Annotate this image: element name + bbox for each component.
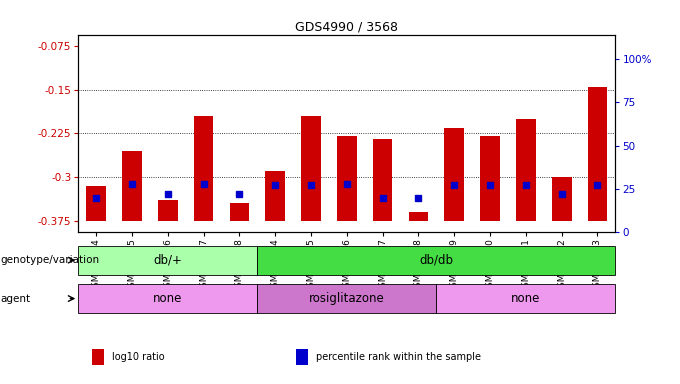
Bar — [257, 284, 437, 313]
Bar — [257, 246, 615, 275]
Bar — [480, 136, 500, 221]
Bar — [86, 186, 106, 221]
Bar — [409, 212, 428, 221]
Bar — [158, 200, 177, 221]
Bar — [373, 139, 392, 221]
Text: log10 ratio: log10 ratio — [112, 352, 165, 362]
Text: agent: agent — [1, 294, 31, 304]
Text: db/db: db/db — [420, 254, 454, 266]
Title: GDS4990 / 3568: GDS4990 / 3568 — [295, 20, 398, 33]
Bar — [445, 127, 464, 221]
Text: none: none — [511, 292, 541, 305]
Bar — [437, 284, 615, 313]
Text: percentile rank within the sample: percentile rank within the sample — [316, 352, 481, 362]
Text: genotype/variation: genotype/variation — [1, 255, 100, 265]
Bar — [122, 151, 141, 221]
Bar — [265, 171, 285, 221]
Bar — [78, 246, 257, 275]
Bar — [194, 116, 214, 221]
Bar — [516, 119, 536, 221]
Bar — [78, 284, 257, 313]
Text: db/+: db/+ — [153, 254, 182, 266]
Bar — [337, 136, 356, 221]
Text: rosiglitazone: rosiglitazone — [309, 292, 385, 305]
Bar — [588, 87, 607, 221]
Text: none: none — [153, 292, 182, 305]
Bar — [301, 116, 321, 221]
Bar — [230, 203, 249, 221]
Bar — [552, 177, 571, 221]
